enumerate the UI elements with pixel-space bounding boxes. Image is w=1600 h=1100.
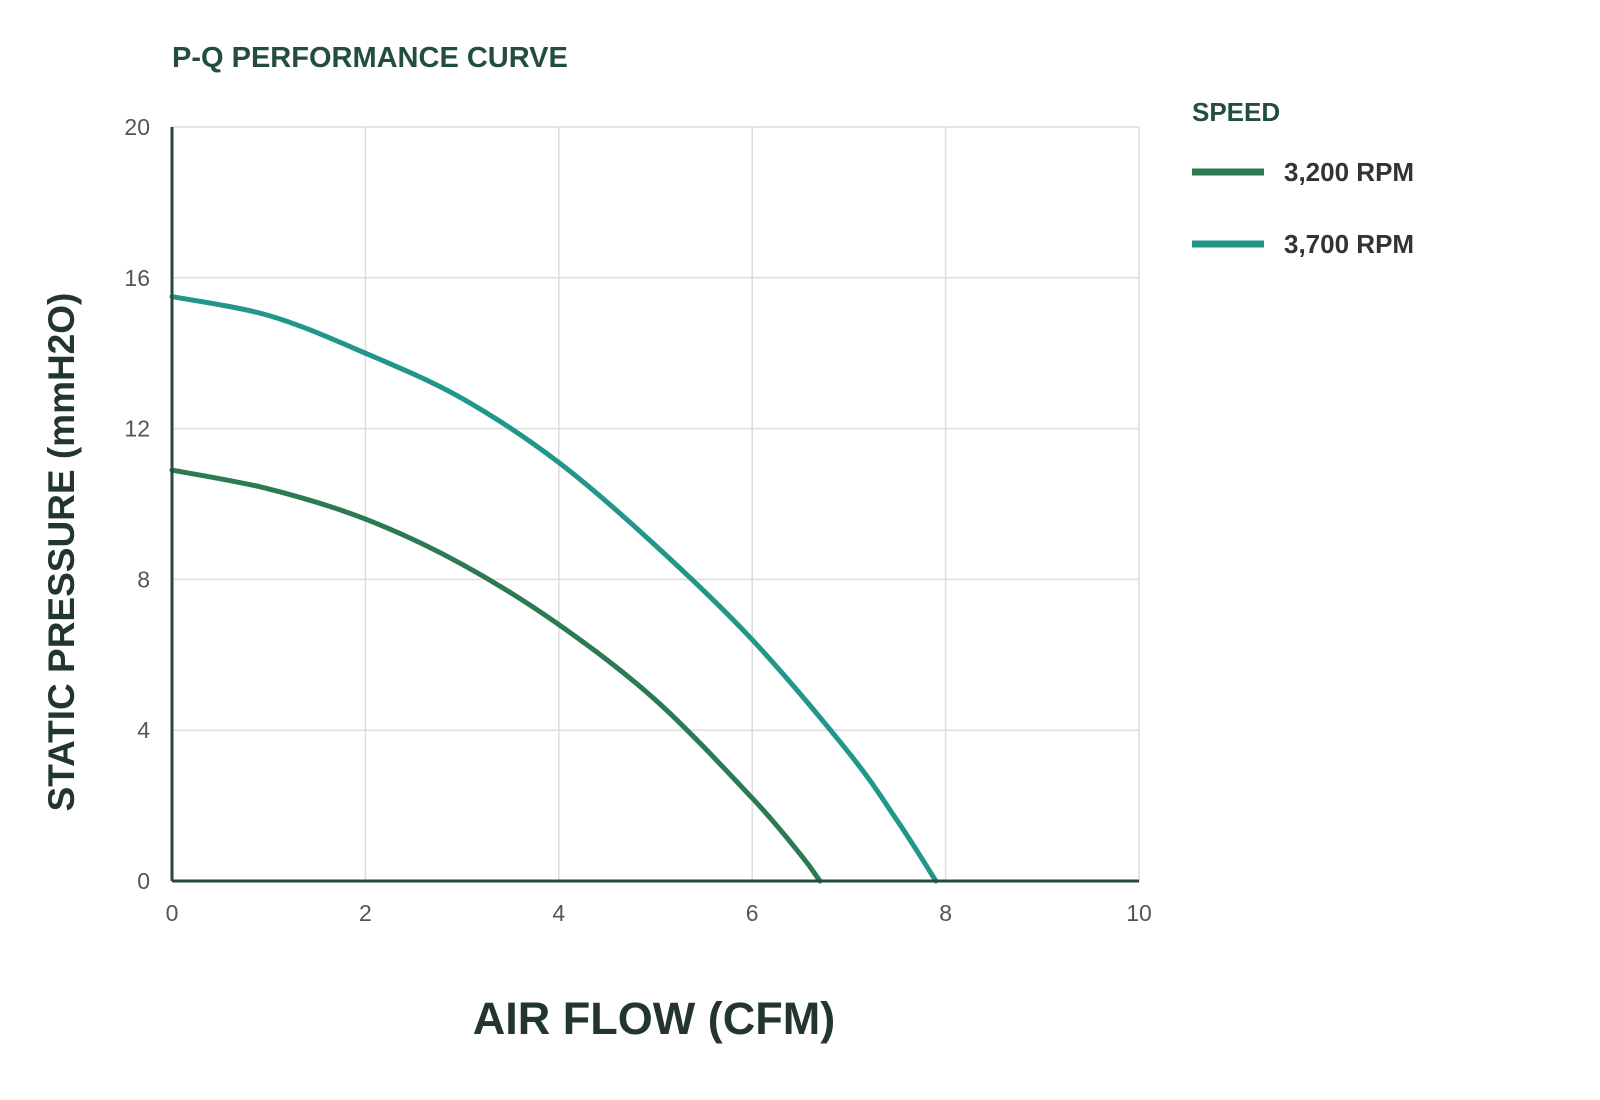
y-tick-label: 0 — [137, 868, 150, 894]
series-layer — [169, 294, 939, 884]
tick-labels: 0 2 4 6 8 10 0 4 8 12 16 20 — [124, 114, 1151, 926]
y-tick-label: 16 — [124, 265, 150, 291]
grid — [172, 126, 1140, 881]
x-tick-label: 6 — [746, 900, 759, 926]
x-tick-label: 0 — [166, 900, 179, 926]
y-tick-label: 8 — [137, 566, 150, 592]
legend-label-2: 3,700 RPM — [1284, 229, 1414, 259]
series-line-1 — [169, 467, 823, 884]
y-axis-title: STATIC PRESSURE (mmH2O) — [41, 293, 82, 812]
x-tick-label: 4 — [552, 900, 565, 926]
legend-items: 3,200 RPM 3,700 RPM — [1192, 157, 1414, 259]
axes — [170, 127, 1139, 883]
x-tick-label: 2 — [359, 900, 372, 926]
series-line-2 — [169, 294, 939, 884]
x-tick-label: 8 — [939, 900, 952, 926]
y-tick-label: 20 — [124, 114, 150, 140]
chart-title: P-Q PERFORMANCE CURVE — [172, 42, 568, 74]
y-tick-label: 4 — [137, 717, 150, 743]
x-axis-title: AIR FLOW (CFM) — [473, 993, 835, 1044]
y-tick-label: 12 — [124, 416, 150, 442]
legend: SPEED 3,200 RPM 3,700 RPM — [1192, 97, 1414, 259]
legend-title: SPEED — [1192, 97, 1280, 127]
x-tick-label: 10 — [1126, 900, 1152, 926]
legend-label-1: 3,200 RPM — [1284, 157, 1414, 187]
